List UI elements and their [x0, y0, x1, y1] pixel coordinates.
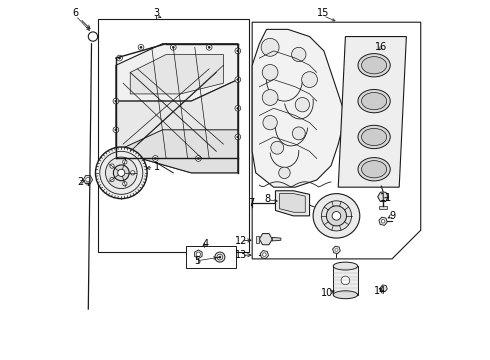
- Ellipse shape: [362, 129, 387, 145]
- Circle shape: [110, 177, 114, 182]
- Ellipse shape: [313, 194, 360, 238]
- Polygon shape: [116, 130, 238, 173]
- Circle shape: [140, 46, 142, 48]
- Circle shape: [237, 50, 239, 52]
- Ellipse shape: [358, 125, 390, 149]
- Circle shape: [122, 160, 127, 164]
- Circle shape: [208, 46, 210, 48]
- Ellipse shape: [333, 291, 358, 299]
- Ellipse shape: [333, 262, 358, 270]
- Circle shape: [335, 248, 338, 251]
- Circle shape: [131, 171, 135, 175]
- Circle shape: [138, 44, 144, 50]
- Polygon shape: [116, 44, 238, 101]
- Polygon shape: [252, 30, 345, 187]
- Bar: [379, 206, 387, 210]
- Circle shape: [172, 46, 174, 48]
- Circle shape: [381, 220, 385, 223]
- Circle shape: [117, 55, 122, 61]
- Circle shape: [263, 116, 277, 130]
- Circle shape: [271, 141, 284, 154]
- Circle shape: [122, 181, 127, 186]
- Circle shape: [196, 252, 200, 256]
- Circle shape: [321, 201, 351, 231]
- Circle shape: [262, 90, 278, 105]
- Text: 8: 8: [264, 194, 270, 204]
- Circle shape: [110, 164, 114, 168]
- Polygon shape: [252, 22, 421, 259]
- Circle shape: [115, 100, 117, 102]
- Text: 14: 14: [374, 286, 387, 296]
- Circle shape: [171, 44, 176, 50]
- Ellipse shape: [362, 161, 387, 178]
- Circle shape: [217, 254, 223, 260]
- Text: 2: 2: [77, 177, 83, 187]
- Text: 6: 6: [73, 8, 79, 18]
- Bar: [256, 235, 259, 243]
- Circle shape: [113, 98, 119, 104]
- Circle shape: [196, 156, 201, 161]
- Bar: [186, 246, 236, 268]
- Text: 1: 1: [154, 162, 160, 172]
- Polygon shape: [116, 80, 238, 173]
- Circle shape: [219, 256, 221, 258]
- Circle shape: [215, 252, 225, 262]
- Ellipse shape: [362, 57, 387, 74]
- Polygon shape: [338, 37, 406, 187]
- Circle shape: [262, 64, 278, 80]
- Ellipse shape: [362, 93, 387, 110]
- Circle shape: [302, 72, 318, 87]
- Circle shape: [237, 78, 239, 81]
- Circle shape: [235, 77, 241, 82]
- Text: 9: 9: [389, 211, 395, 221]
- Polygon shape: [272, 237, 281, 241]
- Bar: [98, 19, 248, 252]
- Circle shape: [341, 276, 350, 285]
- Circle shape: [152, 156, 158, 161]
- Text: 15: 15: [317, 8, 329, 18]
- Circle shape: [119, 57, 121, 59]
- Text: 7: 7: [248, 198, 255, 208]
- Circle shape: [86, 177, 90, 182]
- Circle shape: [332, 212, 341, 220]
- Circle shape: [154, 157, 156, 159]
- Circle shape: [263, 253, 266, 256]
- Ellipse shape: [358, 89, 390, 113]
- Circle shape: [292, 47, 306, 62]
- Circle shape: [105, 157, 137, 189]
- Circle shape: [96, 147, 147, 199]
- Circle shape: [279, 167, 290, 179]
- Text: 4: 4: [202, 239, 209, 249]
- Circle shape: [235, 105, 241, 111]
- Polygon shape: [275, 191, 310, 216]
- Circle shape: [113, 165, 129, 181]
- Circle shape: [197, 157, 199, 159]
- Circle shape: [237, 107, 239, 109]
- Circle shape: [206, 44, 212, 50]
- Circle shape: [100, 151, 143, 194]
- Text: 11: 11: [380, 193, 392, 203]
- Text: 16: 16: [375, 42, 388, 52]
- Circle shape: [115, 129, 117, 131]
- Polygon shape: [130, 54, 223, 94]
- Text: 13: 13: [235, 249, 247, 260]
- Circle shape: [118, 169, 125, 176]
- Polygon shape: [279, 194, 305, 212]
- Circle shape: [326, 206, 346, 226]
- Circle shape: [295, 98, 310, 112]
- Text: 5: 5: [195, 256, 201, 266]
- Circle shape: [237, 136, 239, 138]
- Text: 10: 10: [320, 288, 333, 298]
- Circle shape: [235, 48, 241, 54]
- Circle shape: [88, 32, 98, 41]
- Ellipse shape: [358, 158, 390, 181]
- Circle shape: [293, 127, 305, 140]
- Circle shape: [235, 134, 241, 140]
- Text: 12: 12: [235, 235, 247, 246]
- Circle shape: [113, 127, 119, 133]
- Circle shape: [261, 39, 279, 56]
- Ellipse shape: [358, 54, 390, 77]
- Bar: [333, 266, 358, 295]
- Text: 3: 3: [153, 8, 159, 18]
